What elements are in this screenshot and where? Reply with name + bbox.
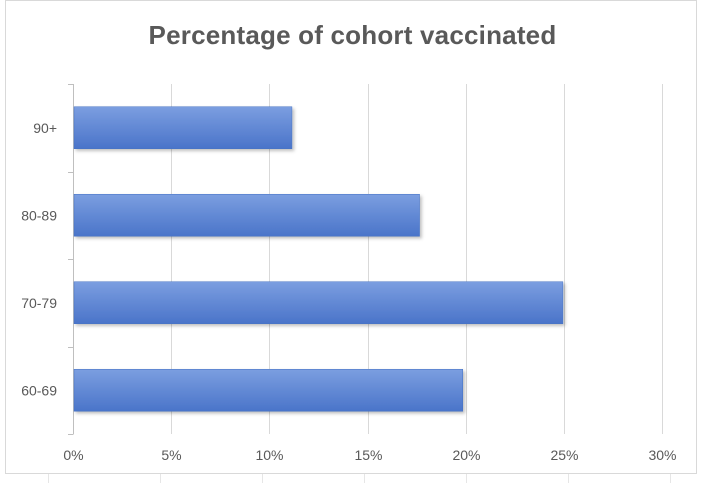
sheet-column-line [466, 474, 467, 483]
bar-70-79 [73, 281, 564, 324]
axes [68, 84, 74, 435]
sheet-column-line [160, 474, 161, 483]
sheet-column-line [364, 474, 365, 483]
sheet-column-line [568, 474, 569, 483]
chart-title: Percentage of cohort vaccinated [148, 20, 557, 50]
x-tick-label: 10% [255, 447, 283, 463]
x-tick-label: 30% [648, 447, 676, 463]
sheet-column-line [48, 474, 49, 483]
y-tick-label: 80-89 [21, 207, 57, 223]
bars [73, 106, 564, 412]
bar-80-89 [73, 194, 420, 237]
sheet-column-line [670, 474, 671, 483]
x-tick-label: 0% [63, 447, 83, 463]
bar-60-69 [73, 369, 463, 412]
bar-90+ [73, 106, 293, 149]
x-tick-label: 20% [452, 447, 480, 463]
y-tick-label: 90+ [33, 120, 57, 136]
x-tick-label: 25% [550, 447, 578, 463]
sheet-column-line [262, 474, 263, 483]
x-tick-label: 5% [161, 447, 181, 463]
x-tick-label: 15% [354, 447, 382, 463]
y-tick-label: 60-69 [21, 382, 57, 398]
axis-labels: 0% 5% 10% 15% 20% 25% 30% 90+ 80-89 70-79 60-69 [21, 120, 676, 463]
y-tick-label: 70-79 [21, 295, 57, 311]
